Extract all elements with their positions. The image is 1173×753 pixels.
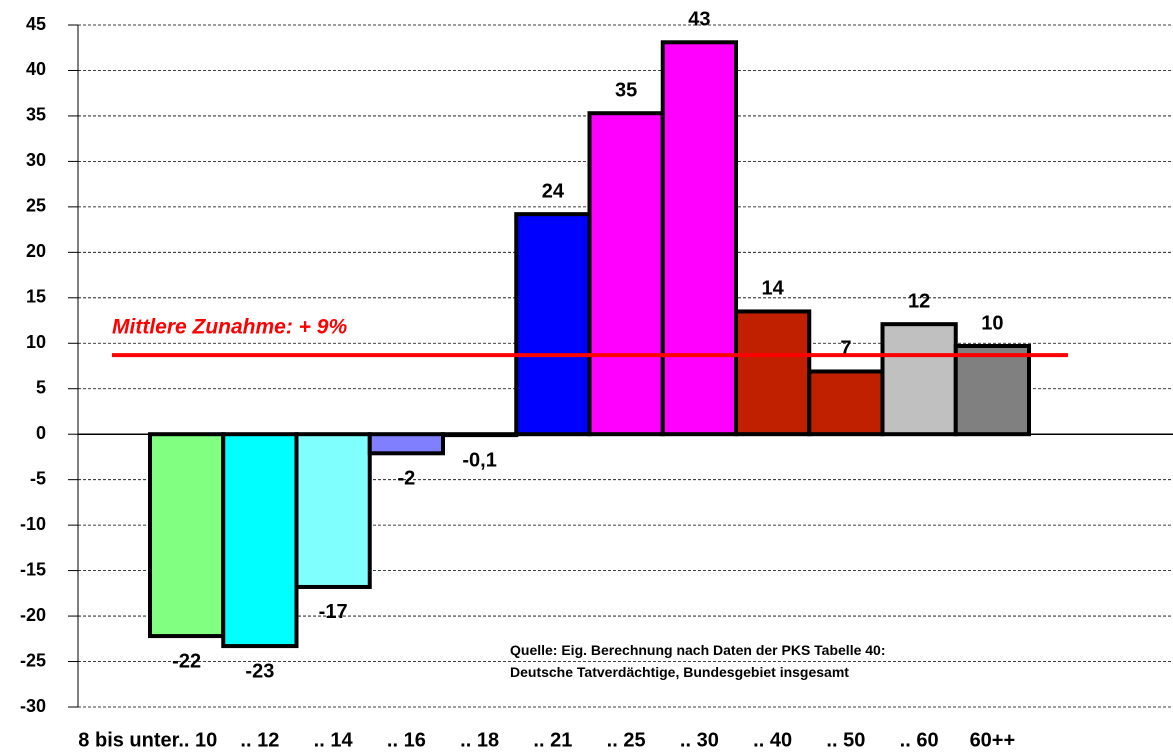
y-tick-label: -20 [20, 605, 46, 625]
bar [441, 432, 519, 438]
y-tick-label: 15 [26, 287, 46, 307]
x-tick-label: .. 16 [387, 729, 426, 751]
x-tick-label: .. 18 [460, 729, 499, 751]
y-tick-label: -15 [20, 559, 46, 579]
y-tick-label: -30 [20, 696, 46, 716]
y-tick-label: 35 [26, 105, 46, 125]
y-tick-label: 20 [26, 241, 46, 261]
bar [294, 432, 372, 589]
value-label: -17 [319, 601, 348, 623]
bar [367, 432, 445, 456]
y-tick-label: -25 [20, 650, 46, 670]
value-label: -0,1 [462, 449, 496, 471]
bar [514, 212, 592, 437]
value-label: 7 [840, 338, 851, 360]
value-label: 10 [981, 312, 1003, 334]
bar [221, 432, 299, 649]
value-label: 43 [688, 9, 710, 31]
x-tick-label: .. 30 [680, 729, 719, 751]
value-label: -23 [245, 660, 274, 682]
bar [807, 369, 885, 437]
y-tick-label: -5 [30, 468, 46, 488]
bar [734, 309, 812, 437]
y-tick-label: 45 [26, 14, 46, 34]
value-label: -22 [172, 650, 201, 672]
y-tick-label: 5 [36, 377, 46, 397]
value-label: 12 [908, 290, 930, 312]
x-tick-label: .. 60 [900, 729, 939, 751]
x-tick-label: 60++ [970, 729, 1016, 751]
x-tick-label: .. 40 [753, 729, 792, 751]
bar [953, 343, 1031, 437]
bar [148, 432, 226, 639]
y-tick-label: 40 [26, 59, 46, 79]
y-tick-label: 10 [26, 332, 46, 352]
source-line: Deutsche Tatverdächtige, Bundesgebiet in… [510, 664, 849, 680]
x-tick-label: .. 14 [314, 729, 354, 751]
x-tick-label: 8 bis unter.. 10 [78, 729, 217, 751]
y-tick-label: -10 [20, 514, 46, 534]
value-label: 24 [542, 180, 565, 202]
source-line: Quelle: Eig. Berechnung nach Daten der P… [510, 642, 886, 658]
bar [880, 322, 958, 437]
value-label: 14 [762, 278, 785, 300]
bar [660, 40, 738, 437]
x-tick-label: .. 50 [826, 729, 865, 751]
y-tick-label: 0 [36, 423, 46, 443]
value-label: -2 [397, 468, 415, 490]
x-tick-label: .. 21 [533, 729, 572, 751]
value-label: 35 [615, 79, 637, 101]
mean-label: Mittlere Zunahme: + 9% [112, 316, 347, 339]
y-tick-label: 25 [26, 196, 46, 216]
x-tick-label: .. 12 [240, 729, 279, 751]
y-tick-label: 30 [26, 150, 46, 170]
x-tick-label: .. 25 [607, 729, 646, 751]
bar [587, 111, 665, 437]
